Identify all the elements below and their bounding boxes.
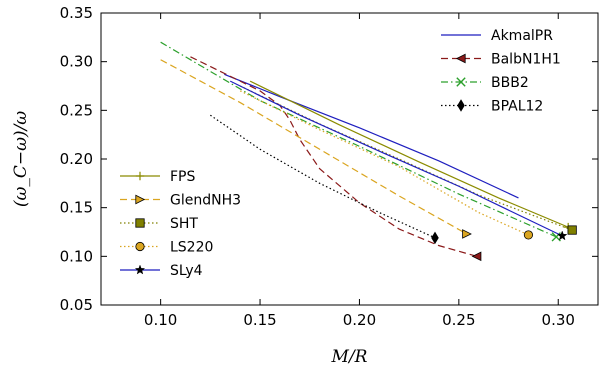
series-point-sly4 [556, 230, 568, 241]
legend-marker-bbb2 [456, 77, 466, 87]
series-point-bpal12 [431, 231, 439, 245]
legend-label-glendnh3: GlendNH3 [170, 193, 241, 209]
x-tick-label: 0.10 [144, 311, 177, 329]
y-tick-label: 0.35 [60, 4, 93, 22]
series-layer [160, 41, 577, 262]
series-bpal12 [210, 114, 439, 245]
legend-label-ls220: LS220 [170, 240, 213, 256]
x-tick-label: 0.30 [542, 311, 575, 329]
series-ls220 [239, 90, 534, 240]
x-tick-label: 0.20 [343, 311, 376, 329]
y-tick-label: 0.10 [60, 247, 93, 265]
legend-label-bpal12: BPAL12 [491, 99, 543, 115]
series-line-akmalpr [224, 73, 519, 199]
y-axis-label: (ω_C−ω)/ω [11, 111, 31, 207]
axes-layer: 0.10 0.15 0.20 0.25 0.30 0.05 0.10 0.15 0.20 0.25… [11, 4, 599, 367]
series-line-bpal12 [210, 114, 436, 239]
legend-label-akmalpr: AkmalPR [491, 28, 553, 44]
series-point-balbn1h1 [471, 251, 482, 262]
legend-top-right: AkmalPR BalbN1H1 BBB2 BPAL12 [441, 28, 561, 115]
series-point-sht [567, 225, 577, 235]
series-sly4 [229, 80, 568, 241]
legend-marker-fps [135, 171, 145, 181]
legend-marker-sly4 [134, 264, 146, 275]
x-tick-label: 0.25 [442, 311, 475, 329]
legend-bottom-left: FPS GlendNH3 SHT LS220 SLy4 [120, 169, 241, 279]
series-akmalpr [224, 73, 519, 199]
series-glendnh3 [160, 59, 472, 239]
series-line-glendnh3 [160, 59, 468, 235]
series-line-balbn1h1 [190, 56, 477, 257]
y-tick-label: 0.05 [60, 296, 93, 314]
legend-label-sht: SHT [170, 216, 198, 232]
legend-marker-balbn1h1 [455, 53, 466, 64]
x-tick-label: 0.15 [243, 311, 276, 329]
legend-layer: AkmalPR BalbN1H1 BBB2 BPAL12 FPS GlendNH3 SHT L… [120, 28, 561, 279]
series-line-sly4 [229, 80, 563, 237]
legend-label-sly4: SLy4 [170, 263, 203, 279]
series-line-fps [249, 80, 569, 228]
series-line-ls220 [239, 90, 529, 236]
y-tick-label: 0.30 [60, 53, 93, 71]
legend-label-balbn1h1: BalbN1H1 [491, 52, 561, 68]
legend-marker-ls220 [135, 241, 145, 252]
legend-label-fps: FPS [170, 169, 195, 185]
y-tick-label: 0.20 [60, 150, 93, 168]
x-axis-label: M/R [331, 347, 368, 367]
series-point-glendnh3 [462, 229, 472, 239]
legend-marker-sht [135, 218, 145, 228]
series-line-bbb2 [160, 41, 557, 238]
y-tick-label: 0.25 [60, 101, 93, 119]
series-sht [239, 85, 577, 235]
legend-label-bbb2: BBB2 [491, 75, 529, 91]
series-point-ls220 [523, 230, 534, 240]
legend-marker-bpal12 [457, 99, 465, 112]
series-balbn1h1 [190, 56, 482, 262]
y-tick-label: 0.15 [60, 199, 93, 217]
legend-marker-glendnh3 [135, 194, 146, 205]
